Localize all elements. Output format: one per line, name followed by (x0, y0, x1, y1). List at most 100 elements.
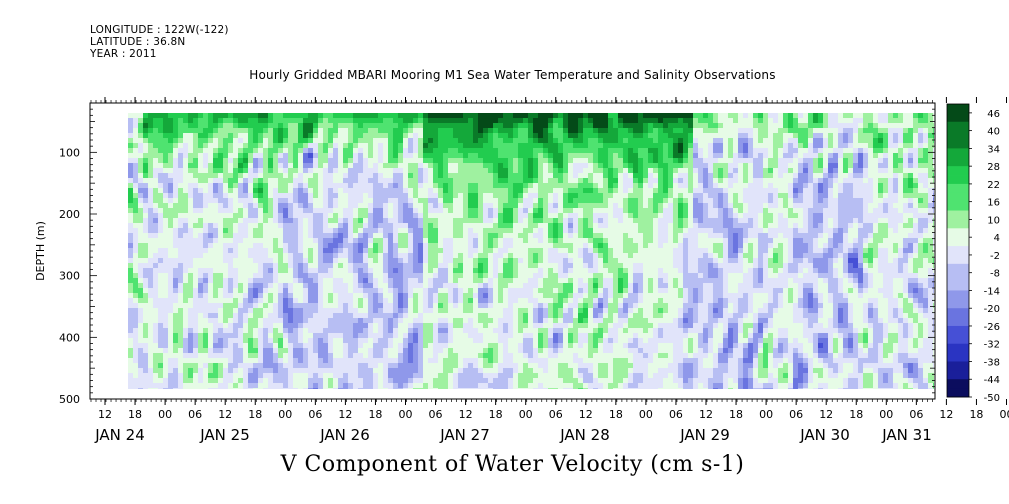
heatmap-cell (248, 213, 254, 219)
heatmap-cell (148, 308, 154, 314)
heatmap-cell (508, 158, 514, 164)
heatmap-cell (553, 188, 559, 194)
heatmap-cell (343, 268, 349, 274)
heatmap-cell (403, 303, 409, 309)
heatmap-cell (273, 128, 279, 134)
heatmap-cell (228, 198, 234, 204)
heatmap-cell (373, 268, 379, 274)
heatmap-cell (373, 318, 379, 324)
heatmap-cell (568, 148, 574, 154)
heatmap-cell (558, 278, 564, 284)
heatmap-cell (393, 153, 399, 159)
heatmap-cell (473, 303, 479, 309)
heatmap-cell (483, 313, 489, 319)
heatmap-cell (233, 173, 239, 179)
heatmap-cell (128, 353, 134, 359)
heatmap-cell (493, 378, 499, 384)
heatmap-cell (363, 223, 369, 229)
heatmap-cell (418, 153, 424, 159)
heatmap-cell (543, 368, 549, 374)
chart-title: Hourly Gridded MBARI Mooring M1 Sea Wate… (249, 68, 776, 82)
heatmap-cell (308, 318, 314, 324)
heatmap-cell (208, 208, 214, 214)
heatmap-cell (518, 148, 524, 154)
heatmap-cell (473, 233, 479, 239)
heatmap-cell (303, 228, 309, 234)
heatmap-cell (233, 338, 239, 344)
heatmap-cell (443, 168, 449, 174)
heatmap-cell (448, 263, 454, 269)
heatmap-cell (308, 388, 314, 389)
heatmap-cell (268, 263, 274, 269)
heatmap-cell (203, 333, 209, 339)
heatmap-cell (473, 343, 479, 349)
heatmap-cell (523, 353, 529, 359)
heatmap-cell (423, 363, 429, 369)
heatmap-cell (278, 313, 284, 319)
heatmap-cell (248, 358, 254, 364)
heatmap-cell (213, 213, 219, 219)
heatmap-cell (433, 153, 439, 159)
heatmap-cell (208, 158, 214, 164)
heatmap-cell (563, 333, 569, 339)
heatmap-cell (268, 283, 274, 289)
heatmap-cell (483, 303, 489, 309)
heatmap-cell (278, 308, 284, 314)
heatmap-cell (238, 278, 244, 284)
heatmap-cell (368, 208, 374, 214)
heatmap-cell (308, 283, 314, 289)
heatmap-cell (323, 128, 329, 134)
heatmap-cell (548, 153, 554, 159)
heatmap-cell (218, 268, 224, 274)
heatmap-cell (188, 388, 194, 389)
heatmap-cell (133, 293, 139, 299)
heatmap-cell (483, 183, 489, 189)
heatmap-cell (193, 178, 199, 184)
heatmap-cell (483, 233, 489, 239)
heatmap-cell (323, 358, 329, 364)
heatmap-cell (418, 313, 424, 319)
heatmap-cell (423, 388, 429, 389)
heatmap-cell (523, 303, 529, 309)
heatmap-cell (398, 203, 404, 209)
heatmap-cell (293, 288, 299, 294)
heatmap-cell (248, 318, 254, 324)
heatmap-cell (393, 208, 399, 214)
heatmap-cell (183, 353, 189, 359)
heatmap-cell (163, 303, 169, 309)
heatmap-cell (428, 308, 434, 314)
heatmap-cell (443, 138, 449, 144)
heatmap-cell (438, 343, 444, 349)
heatmap-cell (323, 178, 329, 184)
heatmap-cell (473, 248, 479, 254)
heatmap-cell (483, 253, 489, 259)
heatmap-cell (323, 213, 329, 219)
heatmap-cell (548, 198, 554, 204)
heatmap-cell (473, 258, 479, 264)
heatmap-cell (328, 223, 334, 229)
heatmap-cell (283, 168, 289, 174)
heatmap-cell (163, 328, 169, 334)
heatmap-cell (388, 373, 394, 379)
heatmap-cell (298, 213, 304, 219)
heatmap-cell (203, 188, 209, 194)
heatmap-cell (183, 278, 189, 284)
heatmap-cell (218, 153, 224, 159)
heatmap-cell (503, 133, 509, 139)
heatmap-cell (138, 153, 144, 159)
heatmap-cell (258, 318, 264, 324)
heatmap-cell (433, 138, 439, 144)
heatmap-cell (298, 193, 304, 199)
heatmap-cell (148, 358, 154, 364)
heatmap-cell (303, 288, 309, 294)
heatmap-cell (228, 328, 234, 334)
heatmap-cell (173, 113, 179, 119)
heatmap-cell (363, 168, 369, 174)
heatmap-cell (323, 218, 329, 224)
heatmap-cell (323, 338, 329, 344)
heatmap-cell (318, 263, 324, 269)
heatmap-cell (248, 263, 254, 269)
heatmap-cell (513, 343, 519, 349)
heatmap-cell (148, 228, 154, 234)
heatmap-cell (273, 163, 279, 169)
